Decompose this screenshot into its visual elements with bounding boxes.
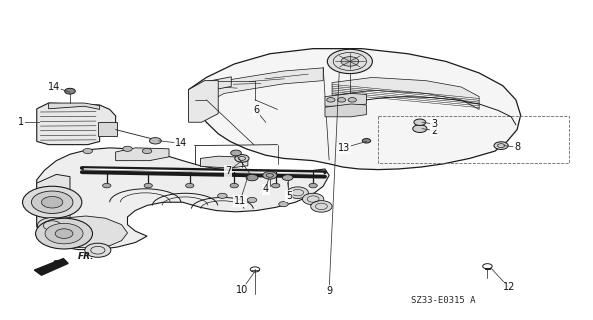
- Circle shape: [327, 98, 335, 102]
- Circle shape: [144, 183, 152, 188]
- Circle shape: [37, 218, 67, 234]
- Text: 12: 12: [503, 282, 515, 292]
- Polygon shape: [332, 77, 479, 109]
- Circle shape: [413, 125, 427, 132]
- Polygon shape: [325, 93, 366, 106]
- Polygon shape: [34, 259, 68, 275]
- Text: 4: 4: [263, 184, 269, 195]
- Circle shape: [65, 88, 75, 94]
- Text: 6: 6: [253, 105, 259, 116]
- Circle shape: [327, 49, 372, 74]
- Circle shape: [55, 229, 73, 238]
- Circle shape: [42, 196, 63, 208]
- Polygon shape: [37, 148, 329, 250]
- Polygon shape: [189, 77, 231, 100]
- Text: 14: 14: [49, 82, 60, 92]
- Circle shape: [362, 139, 371, 143]
- Circle shape: [45, 223, 83, 244]
- Polygon shape: [325, 104, 366, 117]
- Circle shape: [230, 183, 238, 188]
- Circle shape: [311, 201, 332, 212]
- Polygon shape: [44, 216, 127, 248]
- Circle shape: [348, 98, 356, 102]
- Circle shape: [235, 155, 249, 162]
- Circle shape: [494, 142, 508, 149]
- Circle shape: [279, 202, 288, 207]
- Circle shape: [36, 218, 93, 249]
- Polygon shape: [37, 103, 116, 145]
- Circle shape: [218, 193, 227, 198]
- Circle shape: [341, 57, 359, 66]
- Circle shape: [337, 98, 346, 102]
- Text: 9: 9: [326, 285, 332, 296]
- Text: SZ33-E0315 A: SZ33-E0315 A: [412, 296, 476, 305]
- Circle shape: [142, 148, 152, 154]
- Circle shape: [186, 183, 194, 188]
- Text: 14: 14: [175, 138, 187, 148]
- Text: FR.: FR.: [78, 252, 95, 261]
- Circle shape: [31, 191, 73, 213]
- Circle shape: [247, 197, 257, 203]
- Circle shape: [85, 243, 111, 257]
- Circle shape: [282, 175, 293, 180]
- Polygon shape: [200, 156, 248, 168]
- Polygon shape: [116, 148, 169, 161]
- Circle shape: [83, 148, 93, 154]
- Polygon shape: [189, 81, 218, 122]
- Text: 10: 10: [236, 284, 248, 295]
- Polygon shape: [205, 68, 323, 104]
- Text: 1: 1: [18, 117, 24, 127]
- Circle shape: [309, 183, 317, 188]
- Polygon shape: [37, 174, 70, 230]
- Text: 8: 8: [514, 142, 520, 152]
- Text: 3: 3: [431, 119, 437, 129]
- Circle shape: [263, 172, 277, 179]
- Circle shape: [414, 119, 426, 125]
- Circle shape: [302, 193, 324, 205]
- Polygon shape: [98, 122, 117, 136]
- Text: 13: 13: [338, 143, 350, 153]
- Circle shape: [149, 138, 161, 144]
- Text: 5: 5: [286, 191, 292, 201]
- Polygon shape: [189, 49, 521, 170]
- Circle shape: [246, 174, 258, 181]
- Text: 11: 11: [234, 196, 246, 206]
- Polygon shape: [49, 103, 100, 109]
- Circle shape: [103, 183, 111, 188]
- Text: 2: 2: [431, 125, 437, 136]
- Circle shape: [231, 150, 241, 156]
- Circle shape: [287, 187, 308, 198]
- Circle shape: [123, 146, 132, 151]
- Text: 7: 7: [225, 166, 231, 176]
- Circle shape: [272, 183, 280, 188]
- Circle shape: [23, 186, 82, 218]
